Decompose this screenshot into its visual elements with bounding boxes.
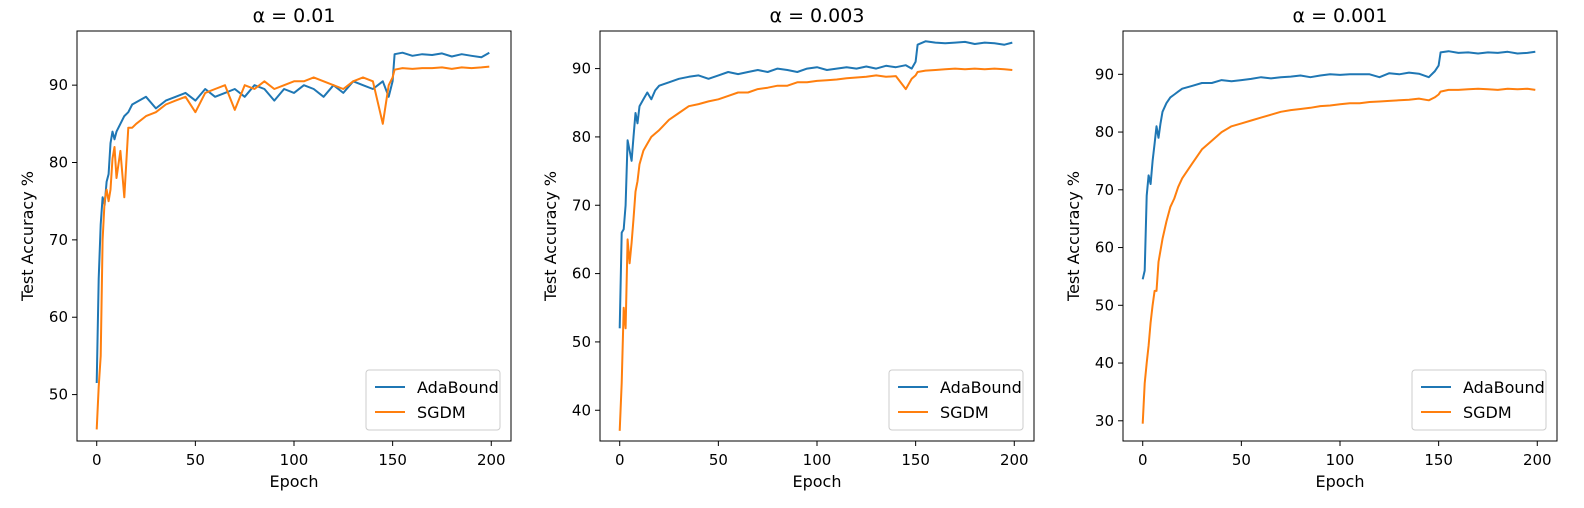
- x-axis-label: Epoch: [793, 472, 842, 491]
- legend-label-adabound: AdaBound: [417, 378, 499, 397]
- legend-label-adabound: AdaBound: [940, 378, 1022, 397]
- y-tick-label: 90: [1095, 65, 1114, 83]
- chart-title: α = 0.01: [253, 5, 336, 27]
- y-tick-label: 40: [572, 401, 591, 419]
- legend: AdaBound SGDM: [365, 369, 501, 431]
- chart-title: α = 0.001: [1293, 5, 1388, 27]
- chart-panel-1: 0 50 100 150 200 50 60 70 80 90 Epoch Test Accuracy…: [18, 5, 512, 491]
- x-tick-label: 150: [901, 451, 930, 469]
- legend: AdaBound SGDM: [1411, 369, 1547, 431]
- y-axis-label: Test Accuracy %: [541, 171, 560, 302]
- legend-label-sgdm: SGDM: [1463, 403, 1512, 422]
- legend-label-adabound: AdaBound: [1463, 378, 1545, 397]
- legend: AdaBound SGDM: [888, 369, 1024, 431]
- y-tick-label: 70: [1095, 181, 1114, 199]
- series-line-sgdm: [618, 67, 1013, 431]
- x-tick-label: 100: [280, 451, 309, 469]
- x-tick-label: 0: [1138, 451, 1148, 469]
- legend-label-sgdm: SGDM: [940, 403, 989, 422]
- y-tick-label: 50: [572, 333, 591, 351]
- x-tick-label: 150: [1424, 451, 1453, 469]
- y-tick-label: 80: [572, 128, 591, 146]
- y-tick-label: 40: [1095, 354, 1114, 372]
- y-tick-label: 60: [49, 308, 68, 326]
- y-axis-label: Test Accuracy %: [1064, 171, 1083, 302]
- chart-panel-2: 0 50 100 150 200 40 50 60 70 80 90 Epoch Test Accura…: [541, 5, 1035, 491]
- y-tick-label: 30: [1095, 412, 1114, 430]
- x-tick-label: 200: [477, 451, 506, 469]
- series-line-adabound: [618, 40, 1013, 329]
- legend-box: [365, 369, 501, 431]
- x-tick-label: 0: [92, 451, 102, 469]
- y-tick-label: 80: [49, 154, 68, 172]
- legend-box: [888, 369, 1024, 431]
- y-tick-label: 60: [1095, 239, 1114, 257]
- y-tick-label: 70: [572, 196, 591, 214]
- series-line-adabound: [1141, 50, 1536, 280]
- x-tick-label: 100: [1326, 451, 1355, 469]
- y-tick-label: 50: [1095, 296, 1114, 314]
- x-tick-label: 50: [186, 451, 205, 469]
- x-tick-label: 200: [1523, 451, 1552, 469]
- y-tick-label: 90: [49, 76, 68, 94]
- x-axis-label: Epoch: [270, 472, 319, 491]
- x-tick-label: 100: [803, 451, 832, 469]
- x-tick-label: 50: [709, 451, 728, 469]
- y-tick-label: 90: [572, 60, 591, 78]
- y-axis-label: Test Accuracy %: [18, 171, 37, 302]
- x-tick-label: 150: [378, 451, 407, 469]
- legend-box: [1411, 369, 1547, 431]
- series-line-sgdm: [95, 65, 490, 430]
- x-axis-label: Epoch: [1316, 472, 1365, 491]
- y-tick-label: 70: [49, 231, 68, 249]
- x-tick-label: 50: [1232, 451, 1251, 469]
- series-line-adabound: [95, 51, 490, 384]
- y-tick-label: 60: [572, 265, 591, 283]
- x-tick-label: 0: [615, 451, 625, 469]
- y-tick-label: 50: [49, 386, 68, 404]
- y-tick-label: 80: [1095, 123, 1114, 141]
- chart-panel-3: 0 50 100 150 200 30 40 50 60 70 80 90 Epoch Test Accu…: [1064, 5, 1558, 491]
- x-tick-label: 200: [1000, 451, 1029, 469]
- chart-title: α = 0.003: [770, 5, 865, 27]
- legend-label-sgdm: SGDM: [417, 403, 466, 422]
- series-line-sgdm: [1141, 87, 1536, 424]
